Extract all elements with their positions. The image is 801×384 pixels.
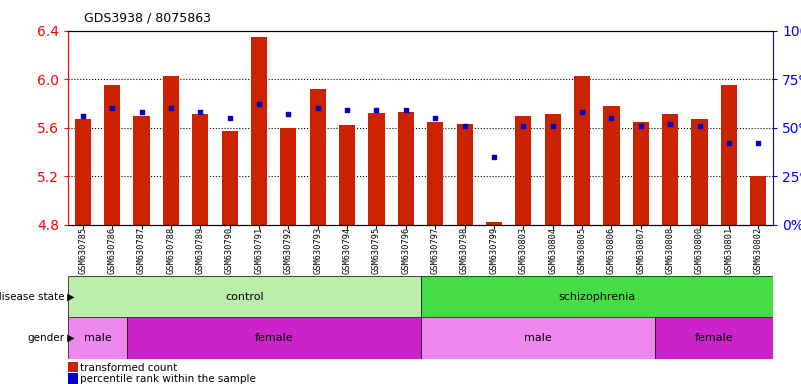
Bar (192, 114, 208, 225)
Text: schizophrenia: schizophrenia (558, 291, 635, 302)
Text: GSM630797: GSM630797 (431, 227, 440, 275)
Point (634, 122, 647, 129)
Point (223, 115, 236, 121)
Text: GSM630801: GSM630801 (724, 227, 734, 275)
Bar (74, 119, 91, 225)
Bar (486, 222, 502, 225)
Text: GSM630792: GSM630792 (284, 227, 293, 275)
Bar (368, 113, 384, 225)
Point (370, 107, 383, 113)
Text: percentile rank within the sample: percentile rank within the sample (80, 374, 256, 384)
Text: GSM630802: GSM630802 (754, 227, 763, 275)
Point (429, 115, 441, 121)
Text: GSM630791: GSM630791 (255, 227, 264, 275)
Bar (603, 106, 619, 225)
Text: male: male (524, 333, 552, 343)
Point (458, 122, 471, 129)
Text: GSM630800: GSM630800 (695, 227, 704, 275)
Text: GSM630789: GSM630789 (195, 227, 205, 275)
Point (194, 109, 207, 115)
Text: GSM630806: GSM630806 (607, 227, 616, 275)
Bar (127, 317, 421, 359)
Text: ▶: ▶ (64, 291, 74, 302)
Point (282, 111, 295, 117)
Point (488, 154, 501, 160)
Bar (339, 125, 355, 225)
Text: GSM630790: GSM630790 (225, 227, 234, 275)
Point (312, 105, 324, 111)
Text: male: male (83, 333, 111, 343)
Bar (163, 76, 179, 225)
Bar (574, 76, 590, 225)
Text: GSM630807: GSM630807 (636, 227, 646, 275)
Text: GSM630803: GSM630803 (519, 227, 528, 275)
Text: GSM630798: GSM630798 (460, 227, 469, 275)
Point (605, 115, 618, 121)
Bar (104, 85, 120, 225)
Text: ▶: ▶ (64, 333, 74, 343)
Point (400, 107, 413, 113)
Bar (457, 124, 473, 225)
Bar (545, 114, 561, 225)
Bar (398, 112, 414, 225)
Bar (421, 317, 655, 359)
Text: GSM630799: GSM630799 (489, 227, 498, 275)
Bar (310, 89, 326, 225)
Point (693, 122, 706, 129)
Bar (427, 122, 443, 225)
Bar (222, 131, 238, 225)
Bar (280, 128, 296, 225)
Text: GSM630795: GSM630795 (372, 227, 381, 275)
Point (664, 121, 677, 127)
Text: female: female (255, 333, 293, 343)
Bar (251, 37, 267, 225)
Bar (633, 122, 649, 225)
Bar (421, 276, 773, 317)
Text: GSM630794: GSM630794 (343, 227, 352, 275)
Text: GDS3938 / 8075863: GDS3938 / 8075863 (84, 12, 211, 25)
Bar (655, 317, 773, 359)
Bar (515, 116, 531, 225)
Point (517, 122, 529, 129)
Text: GSM630805: GSM630805 (578, 227, 586, 275)
Point (752, 140, 765, 146)
Text: gender: gender (27, 333, 64, 343)
Point (135, 109, 148, 115)
Point (106, 105, 119, 111)
Bar (68, 276, 421, 317)
Bar (134, 116, 150, 225)
Text: transformed count: transformed count (80, 363, 177, 373)
Point (546, 122, 559, 129)
Bar (68, 317, 127, 359)
Text: GSM630793: GSM630793 (313, 227, 322, 275)
Text: disease state: disease state (0, 291, 64, 302)
Text: female: female (695, 333, 734, 343)
Point (576, 109, 589, 115)
Point (76, 113, 89, 119)
Bar (751, 176, 767, 225)
Point (164, 105, 177, 111)
Text: control: control (225, 291, 264, 302)
Point (252, 101, 265, 108)
Text: GSM630785: GSM630785 (78, 227, 87, 275)
Text: GSM630786: GSM630786 (107, 227, 117, 275)
Text: GSM630808: GSM630808 (666, 227, 674, 275)
Bar (691, 119, 707, 225)
Bar (721, 85, 737, 225)
Text: GSM630796: GSM630796 (401, 227, 410, 275)
Text: GSM630787: GSM630787 (137, 227, 146, 275)
Text: GSM630788: GSM630788 (167, 227, 175, 275)
Point (340, 107, 353, 113)
Text: GSM630804: GSM630804 (548, 227, 557, 275)
Bar (662, 114, 678, 225)
Point (723, 140, 735, 146)
